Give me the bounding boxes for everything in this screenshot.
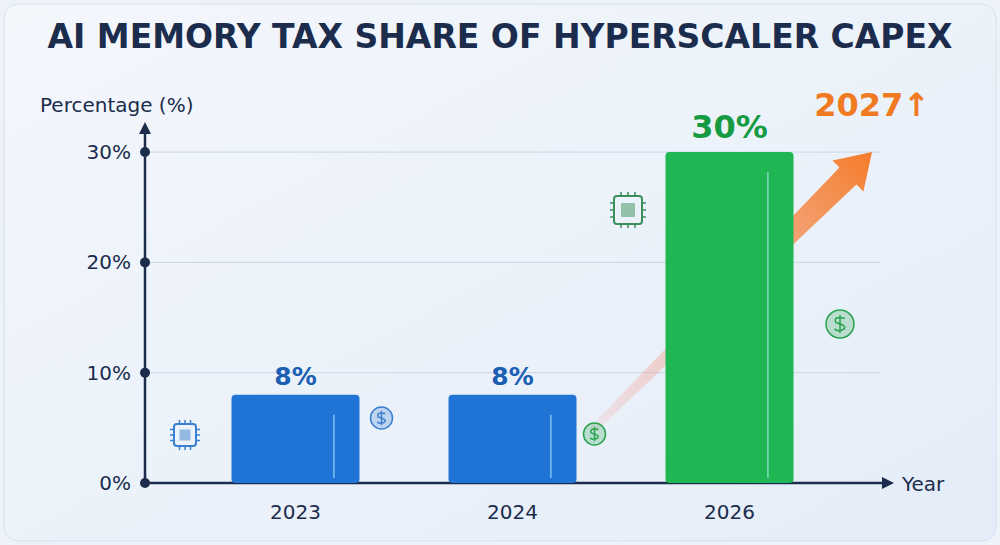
y-axis: [144, 130, 147, 483]
chip-pin: [184, 420, 186, 424]
chip-pin: [642, 209, 646, 211]
coin-icon: [826, 310, 854, 338]
coin-symbol: [590, 427, 598, 441]
coin-symbol: [377, 411, 385, 425]
chip-icon: [170, 420, 200, 450]
chip-pin: [196, 440, 200, 442]
bar: [232, 395, 360, 483]
bar: [666, 152, 794, 483]
x-tick-label: 2026: [704, 500, 755, 524]
coin-icon: [584, 423, 606, 445]
title: AI MEMORY TAX SHARE OF HYPERSCALER CAPEX: [47, 17, 952, 56]
x-tick-label: 2023: [270, 500, 321, 524]
chip-icon: [610, 192, 646, 228]
chip-pin: [196, 434, 200, 436]
y-axis-arrow: [139, 122, 151, 134]
chip-pin: [179, 446, 181, 450]
chip-core: [621, 203, 635, 217]
glow-line: [550, 415, 552, 478]
data-label: 8%: [491, 362, 533, 391]
chip-pin: [634, 224, 636, 228]
chip-pin: [620, 224, 622, 228]
bars: [232, 152, 794, 483]
chip-pin: [170, 429, 174, 431]
coin-symbol: [834, 315, 845, 333]
chip-pin: [170, 440, 174, 442]
glow-line: [333, 415, 335, 478]
chip-pin: [196, 429, 200, 431]
chip-pin: [642, 216, 646, 218]
chip-pin: [190, 420, 192, 424]
background: [4, 4, 996, 541]
chip-pin: [634, 192, 636, 196]
chart: AI MEMORY TAX SHARE OF HYPERSCALER CAPEX…: [0, 0, 1000, 545]
y-tick-label: 10%: [87, 361, 131, 385]
chip-pin: [179, 420, 181, 424]
chip-pin: [642, 202, 646, 204]
x-tick-label: 2024: [487, 500, 538, 524]
chip-pin: [627, 224, 629, 228]
chip-body: [614, 196, 642, 224]
chip-pin: [190, 446, 192, 450]
chip-pin: [627, 192, 629, 196]
chip-core: [180, 430, 191, 441]
y-axis-title: Percentage (%): [40, 93, 193, 117]
chip-pin: [620, 192, 622, 196]
data-label: 8%: [274, 362, 316, 391]
y-tick-label: 20%: [87, 250, 131, 274]
y-tick-label: 0%: [99, 471, 131, 495]
bar: [449, 395, 577, 483]
x-axis-title: Year: [901, 472, 945, 496]
chip-pin: [610, 216, 614, 218]
chip-pin: [610, 209, 614, 211]
annotation: 2027↑: [814, 86, 930, 124]
y-tick-label: 30%: [87, 140, 131, 164]
chip-pin: [610, 202, 614, 204]
coin-icon: [371, 407, 393, 429]
x-axis-arrow: [882, 477, 894, 489]
chip-body: [174, 424, 196, 446]
chip-pin: [170, 434, 174, 436]
data-label: 30%: [691, 108, 768, 146]
glow-line: [767, 172, 769, 478]
chip-pin: [184, 446, 186, 450]
